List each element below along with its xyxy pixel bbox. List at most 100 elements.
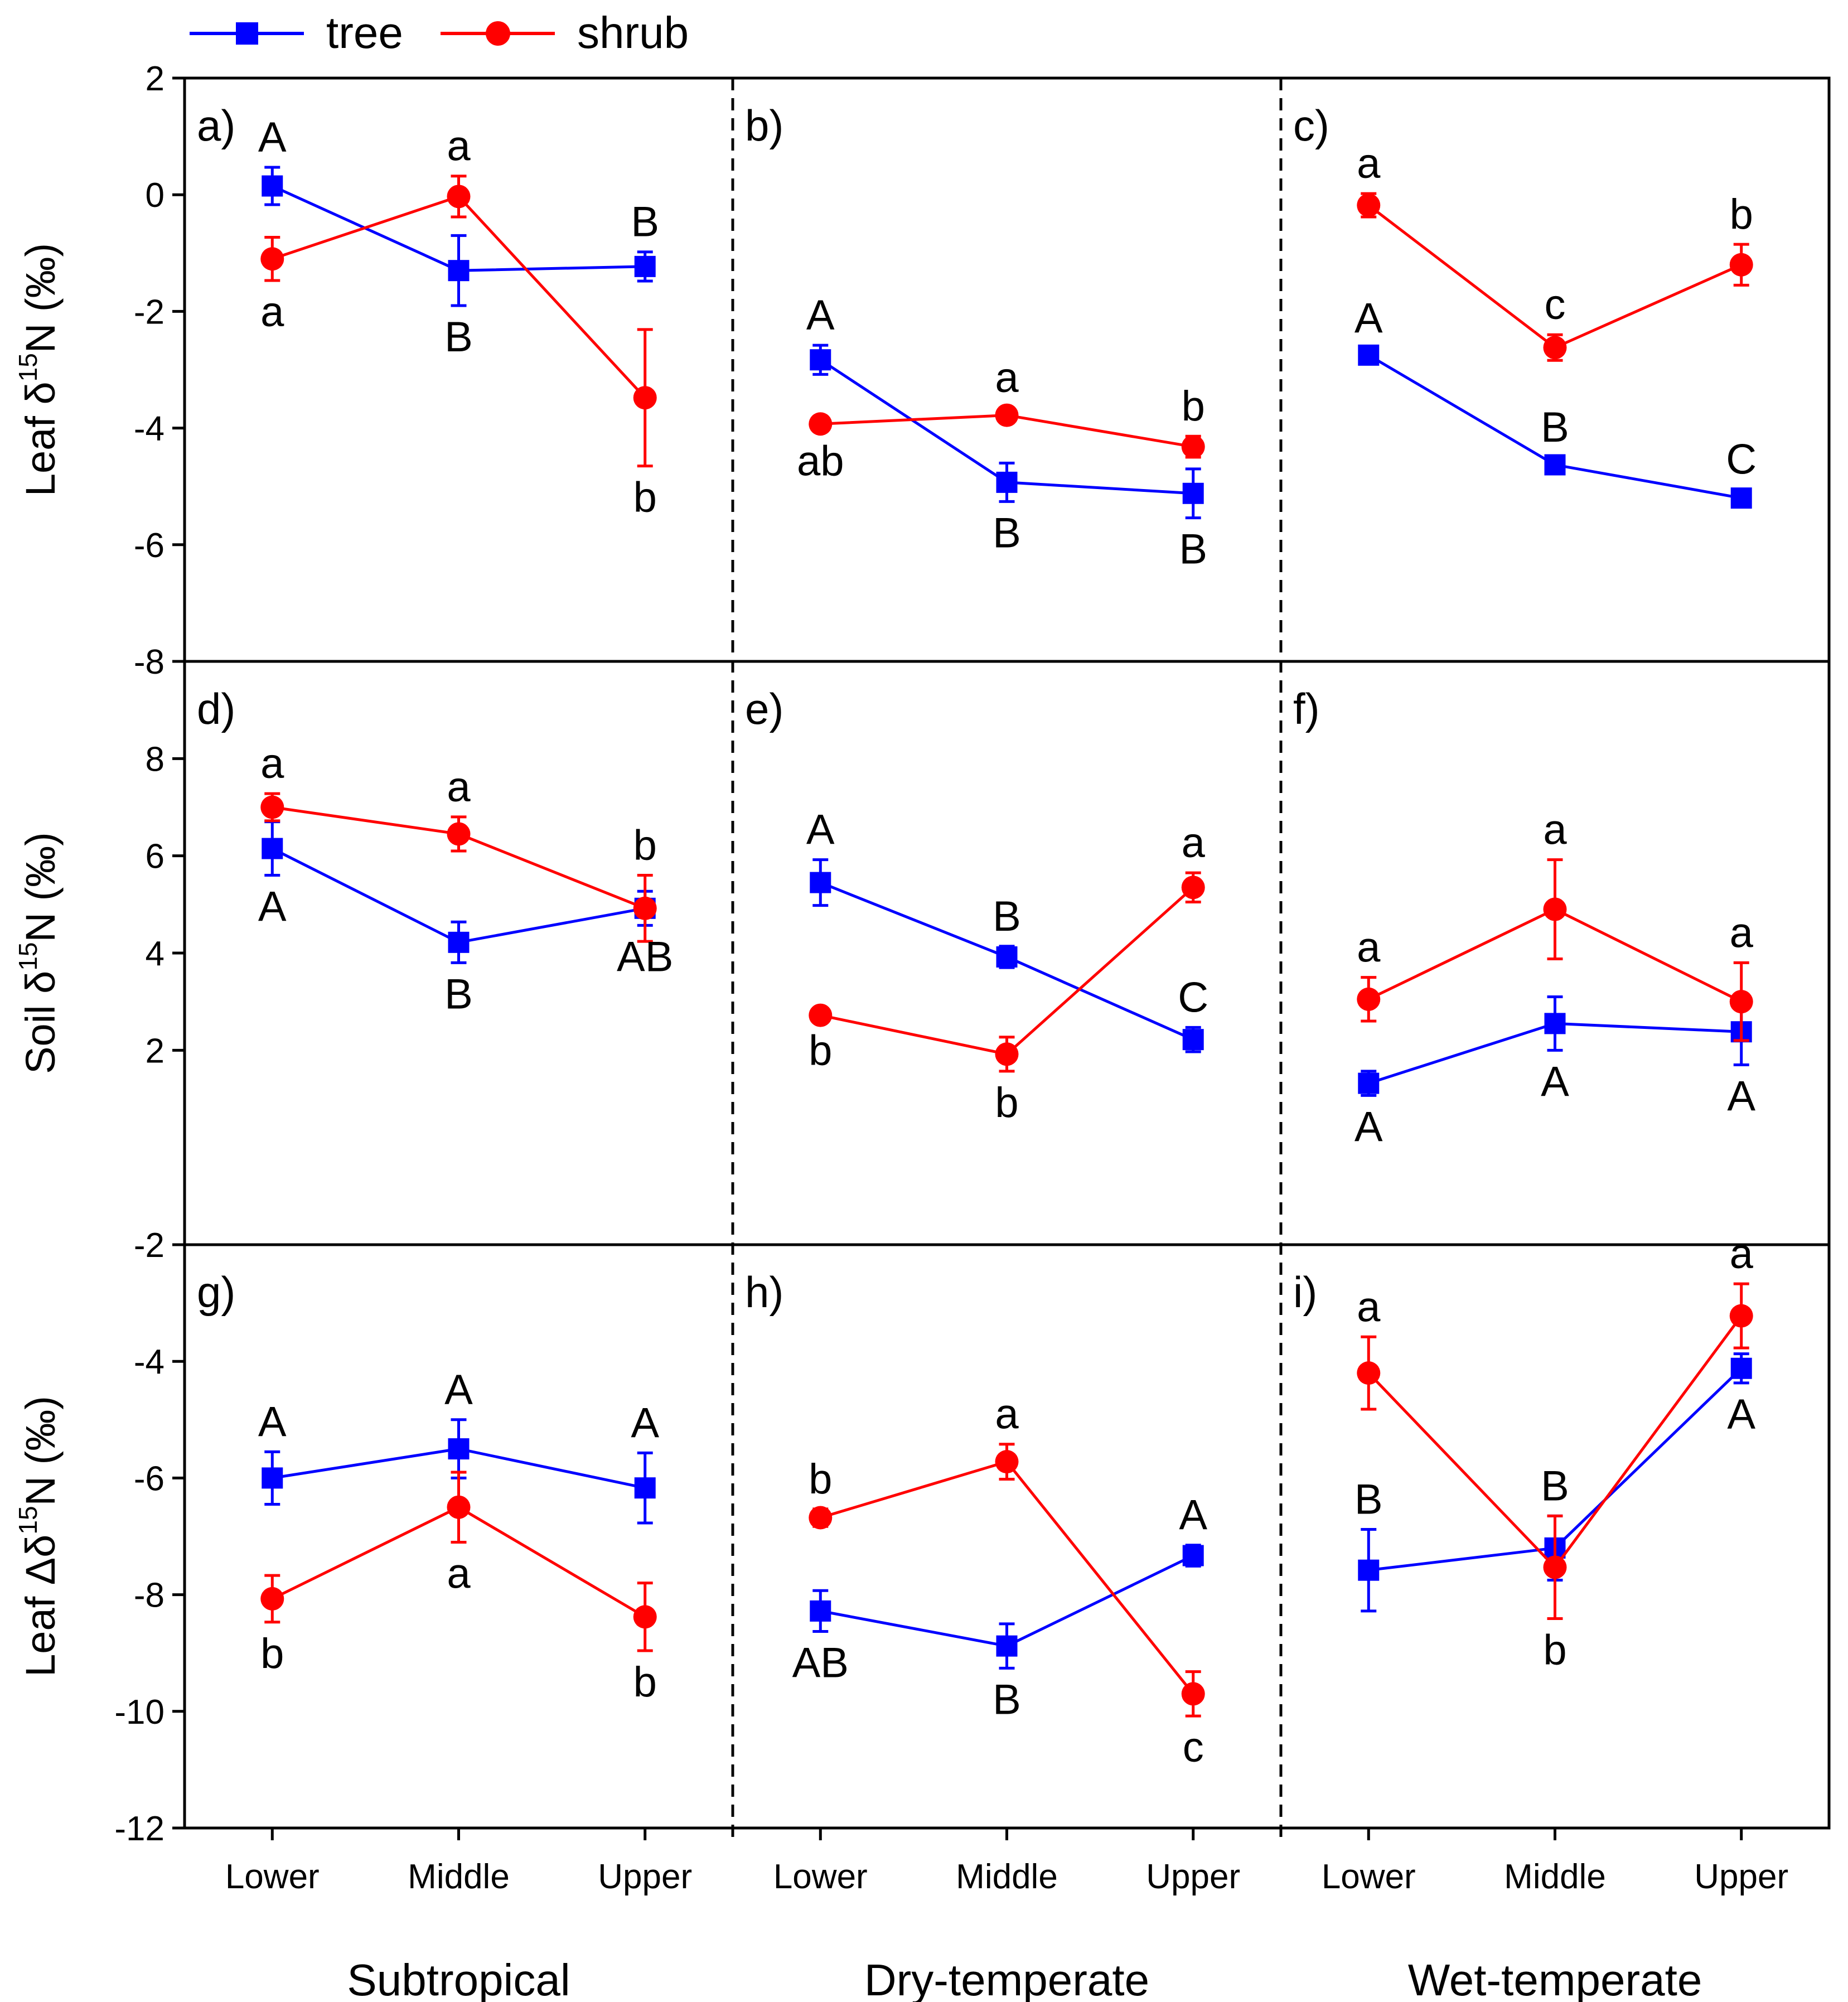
tree-marker bbox=[810, 872, 831, 893]
tree-letter-label: AB bbox=[792, 1639, 849, 1686]
y-tick-label: -4 bbox=[134, 410, 165, 448]
x-tick-label: Middle bbox=[956, 1858, 1058, 1896]
shrub-letter-label: a bbox=[260, 740, 284, 787]
x-tick-label: Upper bbox=[598, 1858, 692, 1896]
shrub-letter-label: b bbox=[809, 1455, 832, 1503]
tree-marker bbox=[448, 931, 470, 953]
y-tick-label: -2 bbox=[134, 293, 165, 331]
tree-letter-label: A bbox=[258, 883, 287, 931]
axes bbox=[172, 76, 1743, 1840]
tree-letter-label: B bbox=[1179, 526, 1207, 573]
legend: tree shrub bbox=[190, 8, 689, 57]
shrub-letter-label: a bbox=[447, 123, 471, 170]
tree-letter-label: B bbox=[993, 1676, 1021, 1723]
tree-marker bbox=[1544, 454, 1566, 476]
tree-letter-label: B bbox=[1541, 404, 1569, 451]
shrub-letter-label: a bbox=[1182, 819, 1206, 867]
tree-letter-label: A bbox=[1354, 1103, 1383, 1150]
shrub-marker bbox=[1357, 987, 1381, 1011]
y-tick-label: -8 bbox=[134, 1577, 165, 1615]
shrub-marker bbox=[995, 1042, 1019, 1066]
shrub-letter-label: b bbox=[1730, 191, 1753, 238]
shrub-legend-label: shrub bbox=[577, 8, 689, 57]
tree-letter-label: A bbox=[1179, 1492, 1207, 1539]
shrub-marker bbox=[809, 412, 833, 436]
shrub-marker bbox=[447, 185, 471, 209]
shrub-marker bbox=[1357, 194, 1381, 217]
y-axis-label: Soil δ15N (‰) bbox=[13, 832, 64, 1074]
panel-label: e) bbox=[745, 684, 783, 733]
tree-marker bbox=[448, 260, 470, 282]
shrub-letter-label: a bbox=[1357, 1283, 1381, 1331]
shrub-legend-marker bbox=[486, 21, 510, 46]
y-tick-label: 4 bbox=[146, 935, 165, 973]
shrub-letter-label: b bbox=[633, 474, 657, 521]
shrub-marker bbox=[809, 1506, 833, 1530]
x-tick-label: Upper bbox=[1146, 1858, 1240, 1896]
shrub-letter-label: a bbox=[1357, 924, 1381, 971]
y-tick-label: -4 bbox=[134, 1343, 165, 1381]
shrub-marker bbox=[1181, 1682, 1205, 1706]
panel-label: d) bbox=[197, 684, 235, 733]
shrub-letter-label: a bbox=[260, 288, 284, 336]
tree-letter-label: A bbox=[1727, 1391, 1755, 1438]
tree-letter-label: A bbox=[444, 1366, 473, 1414]
x-tick-label: Middle bbox=[1504, 1858, 1606, 1896]
tree-letter-label: A bbox=[806, 292, 835, 339]
tree-marker bbox=[810, 1600, 831, 1622]
shrub-marker bbox=[1543, 1555, 1567, 1579]
tree-letter-label: B bbox=[631, 199, 659, 246]
shrub-letter-label: a bbox=[447, 1550, 471, 1597]
column-group-label: Wet-temperate bbox=[1408, 1955, 1702, 2002]
shrub-marker bbox=[1357, 1361, 1381, 1385]
shrub-marker bbox=[260, 247, 284, 271]
shrub-letter-label: b bbox=[633, 1658, 657, 1706]
shrub-letter-label: c bbox=[1545, 281, 1566, 328]
panel-label: a) bbox=[197, 101, 235, 150]
shrub-marker bbox=[447, 822, 471, 846]
panel-label: h) bbox=[745, 1268, 783, 1317]
tree-letter-label: B bbox=[1541, 1462, 1569, 1510]
shrub-marker bbox=[633, 386, 657, 410]
tree-letter-label: A bbox=[258, 114, 287, 161]
y-tick-label: -6 bbox=[134, 526, 165, 565]
shrub-marker bbox=[1729, 1304, 1753, 1328]
shrub-letter-label: ab bbox=[797, 438, 844, 485]
shrub-letter-label: a bbox=[995, 354, 1019, 402]
shrub-marker bbox=[633, 1605, 657, 1629]
column-group-label: Subtropical bbox=[347, 1955, 570, 2002]
tree-marker bbox=[262, 175, 283, 197]
shrub-letter-label: b bbox=[1543, 1626, 1566, 1674]
shrub-letter-label: a bbox=[1730, 1230, 1754, 1278]
y-tick-label: -2 bbox=[134, 1226, 165, 1265]
shrub-marker bbox=[1543, 897, 1567, 921]
shrub-marker bbox=[1181, 876, 1205, 900]
tree-marker bbox=[634, 255, 656, 277]
tree-letter-label: A bbox=[806, 806, 835, 854]
tree-marker bbox=[1358, 1559, 1380, 1581]
panel-label: c) bbox=[1293, 101, 1329, 150]
tree-legend-label: tree bbox=[326, 8, 403, 57]
x-tick-label: Middle bbox=[408, 1858, 510, 1896]
shrub-marker bbox=[447, 1495, 471, 1519]
panel-label: b) bbox=[745, 101, 783, 150]
tree-marker bbox=[810, 349, 831, 371]
shrub-letter-label: a bbox=[447, 763, 471, 811]
tree-letter-label: B bbox=[444, 970, 473, 1018]
shrub-marker bbox=[633, 896, 657, 920]
column-group-label: Dry-temperate bbox=[864, 1955, 1149, 2002]
tree-letter-label: B bbox=[993, 509, 1021, 557]
tree-marker bbox=[1730, 1357, 1752, 1379]
y-tick-label: -6 bbox=[134, 1459, 165, 1498]
y-tick-label: -10 bbox=[114, 1693, 165, 1732]
y-tick-label: -8 bbox=[134, 643, 165, 681]
tree-marker bbox=[1358, 1072, 1380, 1094]
shrub-marker bbox=[995, 403, 1019, 427]
tree-letter-label: B bbox=[993, 893, 1021, 940]
tree-letter-label: B bbox=[1354, 1476, 1383, 1523]
y-tick-label: 2 bbox=[146, 1032, 165, 1070]
shrub-letter-label: b bbox=[995, 1079, 1018, 1126]
y-tick-label: 0 bbox=[146, 176, 165, 215]
shrub-marker bbox=[1181, 435, 1205, 459]
